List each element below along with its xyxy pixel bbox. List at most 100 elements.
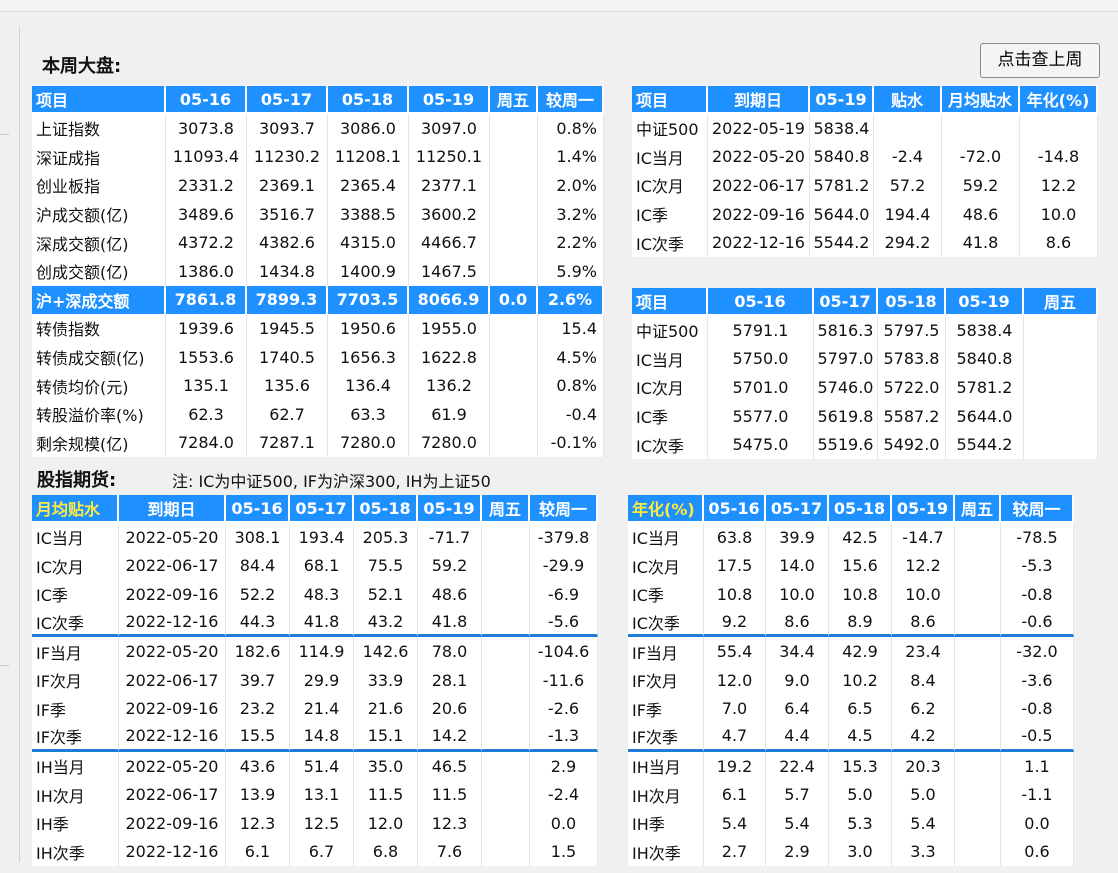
col-header: 周五: [482, 495, 530, 523]
row-label: IC次月: [632, 171, 708, 200]
table-row: 深证成指 11093.4 11230.2 11208.1 11250.1 1.4…: [32, 142, 604, 172]
cell: 4.5: [829, 723, 892, 752]
cell: 52.1: [354, 580, 418, 609]
cell: [490, 228, 538, 257]
table-row: 转债指数 1939.6 1945.5 1950.6 1955.0 15.4: [32, 314, 604, 343]
cell: 35.0: [354, 751, 418, 781]
cell: 2022-09-16: [119, 580, 226, 609]
table-row: IC当月 5750.0 5797.0 5783.8 5840.8: [632, 344, 1098, 374]
cell: 12.2: [1020, 171, 1098, 200]
col-header: 较周一: [530, 495, 598, 523]
cell: 114.9: [290, 637, 354, 666]
cell: 2022-09-16: [119, 694, 226, 724]
table-row: IH次月 2022-06-17 13.9 13.1 11.5 11.5 -2.4: [32, 780, 598, 809]
cell: [1024, 401, 1098, 431]
table-row: 剩余规模(亿) 7284.0 7287.1 7280.0 7280.0 -0.1…: [32, 428, 604, 458]
cell: 2.9: [766, 837, 829, 867]
cell: 8.6: [1020, 228, 1098, 257]
row-label: IH当月: [32, 751, 119, 781]
cell: 1.1: [1001, 751, 1074, 781]
cell: [955, 580, 1001, 609]
cell: 2022-09-16: [708, 199, 810, 229]
cell: 15.1: [354, 723, 418, 752]
cell: [955, 837, 1001, 867]
cell: 46.5: [418, 751, 482, 781]
cell: 4.7: [704, 723, 766, 752]
cell: 13.9: [226, 780, 290, 809]
cell: -2.6: [530, 694, 598, 724]
cell: 15.3: [829, 751, 892, 781]
col-header: 周五: [490, 86, 538, 114]
cell: -0.1%: [538, 428, 604, 458]
cell: [874, 114, 942, 143]
cell: 9.0: [766, 665, 829, 695]
cell: [955, 608, 1001, 638]
annualized-table: 年化(%) 05-16 05-17 05-18 05-19 周五 较周一 IC当…: [628, 495, 1074, 867]
cell: 12.5: [290, 808, 354, 838]
cell: [482, 780, 530, 809]
cell: 57.2: [874, 171, 942, 200]
cell: 135.6: [247, 371, 328, 400]
cell: 294.2: [874, 228, 942, 257]
table-row: IC季 2022-09-16 52.2 48.3 52.1 48.6 -6.9: [32, 580, 598, 609]
cell: [955, 694, 1001, 724]
cell: 7703.5: [328, 285, 409, 315]
col-header: 到期日: [708, 86, 810, 114]
cell: -11.6: [530, 665, 598, 695]
cell: [955, 780, 1001, 809]
table-row: IH季 2022-09-16 12.3 12.5 12.0 12.3 0.0: [32, 808, 598, 838]
cell: -3.6: [1001, 665, 1074, 695]
cell: 3086.0: [328, 114, 409, 143]
cell: 1386.0: [166, 256, 247, 286]
col-header: 05-19: [892, 495, 955, 523]
cell: [490, 256, 538, 286]
cell: 5544.2: [946, 430, 1024, 459]
monthly-discount-table: 月均贴水 到期日 05-16 05-17 05-18 05-19 周五 较周一 …: [32, 495, 598, 867]
cell: [482, 751, 530, 781]
cell: 0.8%: [538, 114, 604, 143]
table-row: IF次月 12.0 9.0 10.2 8.4 -3.6: [628, 665, 1074, 695]
table-header-row: 月均贴水 到期日 05-16 05-17 05-18 05-19 周五 较周一: [32, 495, 598, 523]
cell: 15.5: [226, 723, 290, 752]
cell: 7.6: [418, 837, 482, 867]
cell: [490, 314, 538, 343]
cell: 5619.8: [814, 401, 878, 431]
cell: 11230.2: [247, 142, 328, 172]
cell: 2331.2: [166, 171, 247, 200]
col-header: 05-18: [878, 288, 946, 316]
table-header-row: 项目 到期日 05-19 贴水 月均贴水 年化(%): [632, 86, 1098, 114]
cell: 14.2: [418, 723, 482, 752]
table-row: IH次季 2.7 2.9 3.0 3.3 0.6: [628, 837, 1074, 867]
cell: [955, 551, 1001, 581]
cell: 63.8: [704, 523, 766, 552]
cell: 2369.1: [247, 171, 328, 200]
highlight-row-total-turnover: 沪+深成交额 7861.8 7899.3 7703.5 8066.9 0.0 2…: [32, 285, 604, 315]
cell: 11250.1: [409, 142, 490, 172]
cell: 10.0: [1020, 199, 1098, 229]
cell: 5746.0: [814, 373, 878, 402]
table-row: IC次月 17.5 14.0 15.6 12.2 -5.3: [628, 551, 1074, 581]
cell: 136.4: [328, 371, 409, 400]
cell: 4.2: [892, 723, 955, 752]
cell: 78.0: [418, 637, 482, 666]
cell: 3388.5: [328, 199, 409, 229]
cell: 0.0: [1001, 808, 1074, 838]
prev-week-button[interactable]: 点击查上周: [980, 43, 1100, 78]
cell: 2022-05-20: [119, 523, 226, 552]
cell: 2022-06-17: [708, 171, 810, 200]
cell: [1024, 373, 1098, 402]
col-header: 05-17: [290, 495, 354, 523]
table-row: IF次季 2022-12-16 15.5 14.8 15.1 14.2 -1.3: [32, 723, 598, 752]
table-row: IC次季 2022-12-16 44.3 41.8 43.2 41.8 -5.6: [32, 608, 598, 638]
cell: 2022-12-16: [708, 228, 810, 257]
row-label: IC次月: [628, 551, 704, 581]
cell: 4.4: [766, 723, 829, 752]
table-row: 深成交额(亿) 4372.2 4382.6 4315.0 4466.7 2.2%: [32, 228, 604, 257]
row-label: IC次季: [628, 608, 704, 638]
cell: 20.3: [892, 751, 955, 781]
table-row: IF当月 2022-05-20 182.6 114.9 142.6 78.0 -…: [32, 637, 598, 666]
cell: 7.0: [704, 694, 766, 724]
cell: 10.8: [829, 580, 892, 609]
row-label: IC当月: [32, 523, 119, 552]
row-label: IF季: [32, 694, 119, 724]
